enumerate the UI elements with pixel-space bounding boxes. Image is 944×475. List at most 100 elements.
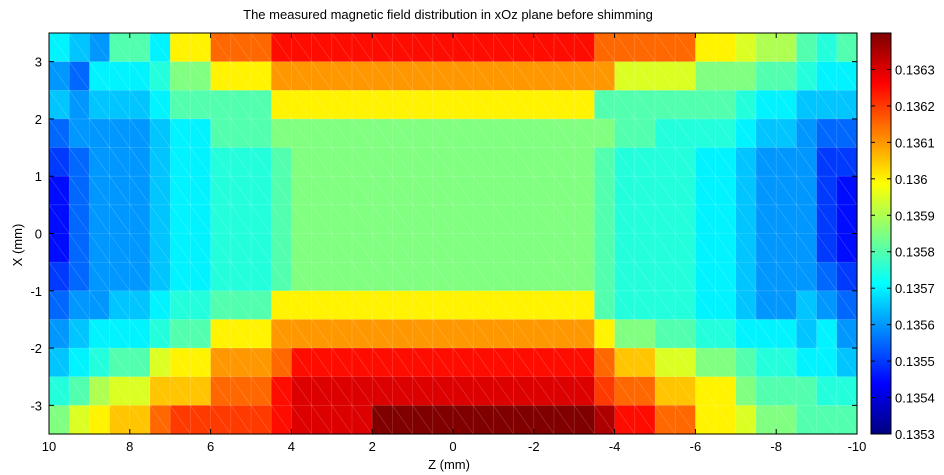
mesh-line — [230, 405, 252, 435]
mesh-line — [775, 261, 797, 291]
mesh-line — [432, 204, 454, 234]
mesh-line — [735, 118, 757, 148]
mesh-line — [109, 61, 131, 91]
heatmap-cell — [150, 405, 171, 435]
mesh-line — [331, 347, 353, 377]
mesh-line — [836, 233, 858, 263]
heatmap-cell — [170, 147, 212, 177]
mesh-line — [190, 118, 211, 148]
mesh-line — [48, 90, 70, 120]
mesh-line — [68, 261, 90, 291]
mesh-line — [270, 147, 292, 177]
y-tick-label: 3 — [35, 55, 42, 70]
mesh-line — [270, 61, 292, 91]
heatmap-cell — [816, 319, 838, 349]
mesh-line — [412, 61, 434, 91]
mesh-line — [573, 319, 595, 349]
mesh-line — [291, 176, 312, 206]
mesh-line — [351, 233, 373, 263]
heatmap-cell — [150, 118, 171, 149]
mesh-line — [695, 233, 716, 263]
mesh-line — [210, 405, 232, 435]
mesh-line — [735, 290, 757, 320]
mesh-line — [169, 204, 191, 234]
mesh-line — [553, 405, 575, 435]
heatmap-cell — [150, 147, 171, 177]
x-tick-label: 8 — [126, 439, 133, 454]
heatmap-cell — [735, 176, 757, 206]
heatmap-cell — [291, 147, 373, 177]
mesh-line — [775, 90, 797, 120]
mesh-line — [654, 405, 676, 435]
mesh-line — [210, 347, 232, 377]
mesh-line — [270, 204, 292, 234]
mesh-line — [230, 176, 252, 206]
mesh-line — [796, 61, 817, 91]
mesh-line — [654, 347, 676, 377]
mesh-line — [614, 376, 636, 406]
mesh-line — [553, 32, 575, 62]
mesh-line — [351, 61, 373, 91]
heatmap-cell — [695, 319, 737, 349]
heatmap-cell — [150, 348, 171, 378]
mesh-line — [230, 32, 252, 62]
mesh-line — [129, 32, 151, 62]
mesh-line — [210, 233, 232, 263]
x-axis-label: Z (mm) — [428, 457, 470, 472]
heatmap-cell — [210, 147, 272, 177]
heatmap-cell — [836, 147, 858, 177]
mesh-line — [109, 204, 131, 234]
mesh-line — [291, 32, 312, 62]
mesh-line — [270, 176, 292, 206]
mesh-line — [68, 90, 90, 120]
mesh-line — [250, 261, 272, 291]
mesh-line — [816, 204, 838, 234]
mesh-line — [190, 347, 211, 377]
mesh-line — [513, 176, 535, 206]
mesh-line — [573, 204, 595, 234]
heatmap-cell — [735, 290, 757, 321]
heatmap-cell — [150, 376, 171, 406]
mesh-line — [634, 376, 656, 406]
mesh-line — [513, 32, 535, 62]
mesh-line — [432, 405, 454, 435]
heatmap-cell — [109, 176, 151, 206]
colorbar-gradient — [870, 32, 892, 435]
chart-title: The measured magnetic field distribution… — [243, 7, 653, 22]
mesh-line — [149, 61, 171, 91]
mesh-line — [654, 90, 676, 120]
mesh-line — [796, 347, 817, 377]
mesh-line — [654, 147, 676, 177]
mesh-line — [270, 290, 292, 320]
mesh-line — [735, 147, 757, 177]
heatmap-cell — [69, 176, 90, 206]
heatmap-cell — [614, 61, 656, 91]
mesh-line — [412, 32, 434, 62]
mesh-line — [230, 204, 252, 234]
heatmap-cell — [210, 405, 272, 435]
heatmap-cell — [89, 147, 111, 177]
mesh-line — [493, 347, 514, 377]
mesh-line — [775, 405, 797, 435]
mesh-line — [674, 204, 696, 234]
mesh-line — [371, 118, 393, 148]
mesh-line — [836, 118, 858, 148]
mesh-line — [412, 233, 434, 263]
heatmap-cell — [614, 204, 656, 235]
mesh-line — [109, 32, 131, 62]
mesh-line — [311, 347, 333, 377]
mesh-line — [109, 176, 131, 206]
heatmap-cell — [271, 233, 292, 263]
heatmap-cell — [69, 147, 90, 177]
mesh-line — [472, 319, 494, 349]
heatmap-cell — [756, 204, 797, 235]
mesh-line — [553, 204, 575, 234]
mesh-line — [715, 176, 737, 206]
heatmap-cell — [816, 90, 838, 120]
mesh-line — [614, 405, 636, 435]
heatmap-cell — [655, 262, 696, 292]
colorbar-tick-label: 0.1362 — [895, 99, 935, 114]
mesh-line — [311, 61, 333, 91]
heatmap-plot-area — [48, 32, 858, 435]
heatmap-cell — [796, 118, 818, 149]
